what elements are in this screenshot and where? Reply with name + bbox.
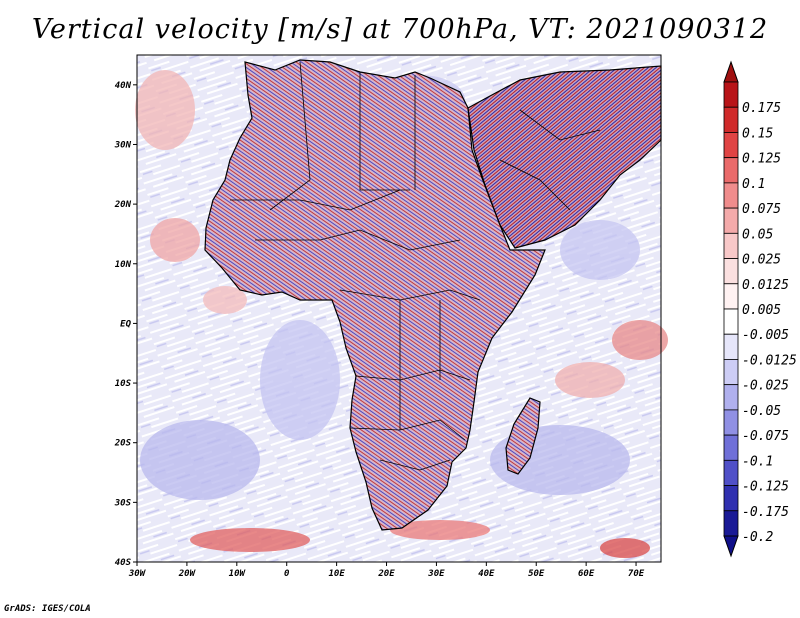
colorbar-swatch [723,409,739,436]
lat-tick-label: EQ [120,319,131,329]
lat-tick-label: 40S [115,558,132,568]
colorbar-swatch [723,157,739,184]
colorbar-top-arrow [723,60,739,83]
lon-tick-label: 30E [427,569,445,579]
colorbar-swatch [723,258,739,285]
lat-tick-label: 10N [115,260,132,270]
lon-tick-label: 10E [328,569,345,579]
lon-tick-label: 60E [578,569,595,579]
velocity-patches [135,70,668,558]
colorbar-label: -0.05 [742,404,781,419]
lat-tick-label: 40N [115,81,132,91]
lat-tick-label: 20S [114,439,132,449]
colorbar-label: 0.025 [742,253,781,268]
map-title: Vertical velocity [m/s] at 700hPa, VT: 2… [31,14,769,45]
colorbar-swatch [723,283,739,310]
colorbar-label: 0.15 [742,126,773,141]
lon-tick-label: 70E [628,569,645,579]
colorbar-label: 0.005 [742,303,781,318]
madagascar-landmass [505,397,541,475]
lon-tick-label: 30W [128,569,147,579]
plot-area [135,54,668,563]
longitude-axis: 30W 20W 10W 0 10E 20E 30E 40E 50E 60E 70E [128,562,645,579]
colorbar-label: 0.125 [742,152,781,167]
lat-tick-label: 30S [114,498,132,508]
colorbar-label: -0.075 [742,429,789,444]
colorbar-swatch [723,359,739,386]
lon-tick-label: 20W [178,569,197,579]
colorbar-swatch [723,459,739,486]
colorbar-swatch [723,510,739,537]
colorbar-swatch [723,81,739,108]
colorbar-swatch [723,182,739,209]
colorbar: 0.175 0.15 0.125 0.1 0.075 0.05 0.025 0.0125 0.0… [723,60,797,558]
lon-tick-label: 50E [528,569,545,579]
colorbar-label: -0.0125 [742,353,797,368]
colorbar-label: -0.125 [742,480,789,495]
colorbar-label: -0.175 [742,505,789,520]
colorbar-swatch [723,207,739,234]
lat-tick-label: 20N [114,200,132,210]
lon-tick-label: 20E [377,569,395,579]
country-borders [230,61,601,471]
colorbar-label: -0.005 [742,328,789,343]
colorbar-bottom-arrow [723,535,739,558]
lat-tick-label: 30N [114,140,132,150]
colorbar-swatch [723,384,739,411]
colorbar-label: 0.1 [742,177,765,192]
colorbar-label: -0.2 [742,530,773,545]
colorbar-swatch [723,308,739,335]
colorbar-swatch [723,485,739,512]
africa-landmass [204,59,546,531]
lon-tick-label: 10W [229,569,247,579]
lat-tick-label: 10S [115,379,132,389]
colorbar-swatch [723,106,739,133]
latitude-axis: 40N 30N 20N 10N EQ 10S 20S 30S 40S [114,81,137,568]
colorbar-swatch [723,333,739,360]
colorbar-label: 0.175 [742,101,781,116]
map-frame [136,54,662,563]
colorbar-label: -0.1 [742,454,773,469]
colorbar-label: -0.025 [742,379,789,394]
colorbar-label: 0.075 [742,202,781,217]
lon-tick-label: 40E [478,569,495,579]
arabia-landmass [467,65,662,249]
colorbar-swatch [723,232,739,259]
colorbar-label: 0.05 [742,227,773,242]
colorbar-label: 0.0125 [742,278,789,293]
grads-credit: GrADS: IGES/COLA [4,604,91,614]
colorbar-swatch [723,132,739,159]
colorbar-swatch [723,434,739,461]
lon-tick-label: 0 [284,569,290,579]
